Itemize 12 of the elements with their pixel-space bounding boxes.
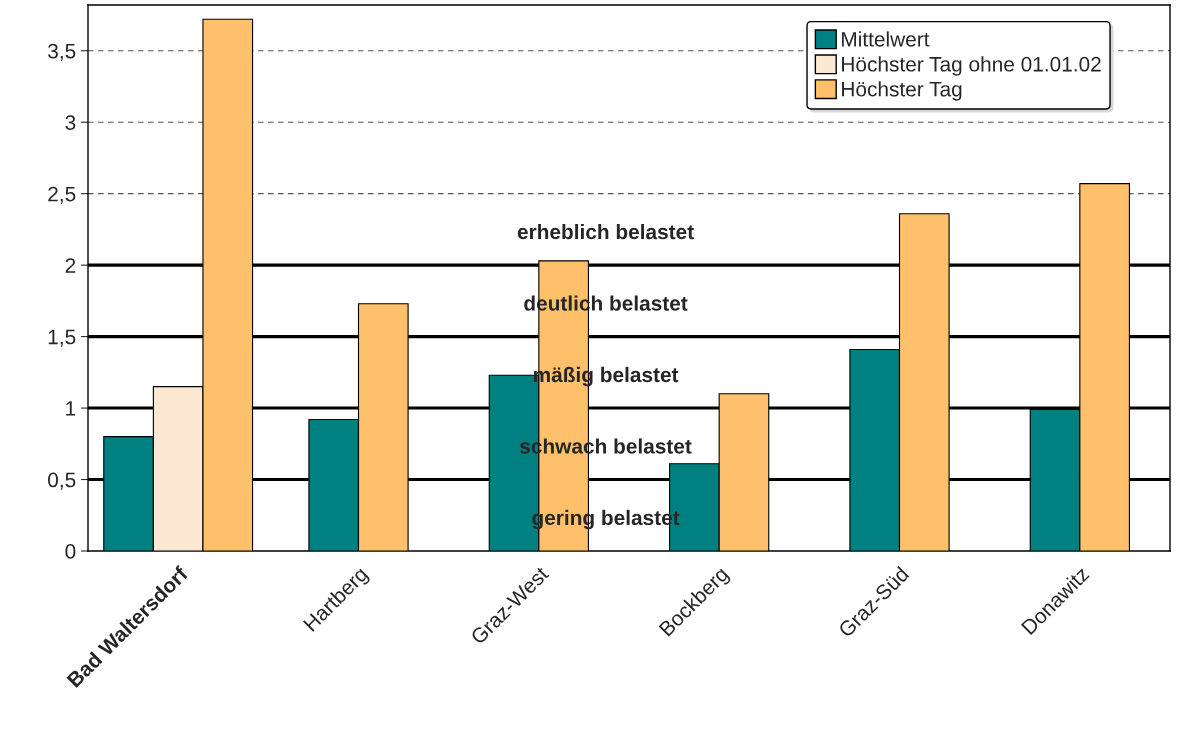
annotation: erheblich belastet: [517, 223, 694, 240]
y-tick-label: 0: [65, 544, 76, 559]
y-tick-label: 1: [66, 401, 76, 416]
legend-label: Mittelwert: [842, 31, 930, 47]
legend-label: Höchster Tag ohne 01.01.02: [842, 56, 1101, 76]
y-tick-label: 2,5: [48, 186, 76, 204]
y-tick-label: 0,5: [48, 472, 76, 490]
y-tick-label: 3,5: [48, 43, 76, 61]
y-tick-label: 3: [65, 115, 76, 130]
y-tick-label: 1,5: [48, 329, 76, 347]
y-tick-label: 2: [65, 258, 76, 273]
legend-label: Höchster Tag: [842, 81, 962, 101]
